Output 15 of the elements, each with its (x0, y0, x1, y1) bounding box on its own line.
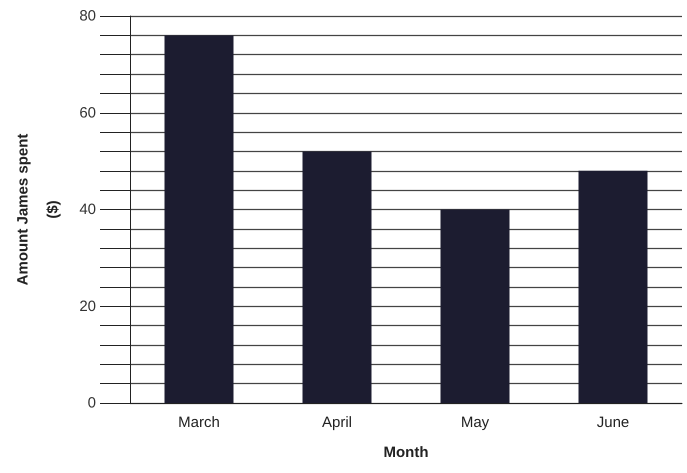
y-tick-label: 60 (79, 104, 96, 122)
bar (440, 210, 510, 403)
y-tick-label: 40 (79, 201, 96, 218)
y-tick-label: 0 (88, 394, 96, 412)
y-tick-label: 80 (79, 8, 96, 24)
bar (578, 170, 648, 403)
x-tick-label: June (596, 414, 630, 431)
x-tick-label: May (460, 414, 490, 431)
x-tick-label: April (322, 414, 352, 431)
x-axis-title: Month (384, 444, 428, 461)
y-axis-title: Amount James spent ($) (14, 134, 62, 286)
y-tick-label: 20 (79, 298, 96, 315)
bar (164, 35, 234, 403)
x-tick-label: March (178, 414, 220, 431)
bar (302, 151, 372, 403)
